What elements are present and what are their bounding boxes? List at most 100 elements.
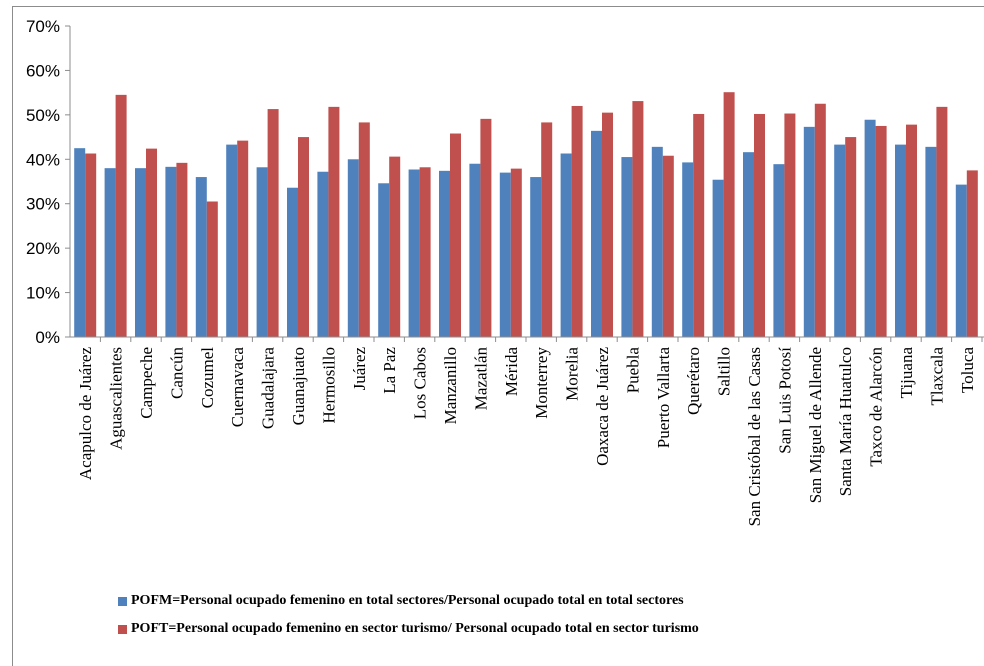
x-tick-label: Hermosillo <box>319 347 338 424</box>
x-tick-label: Puerto Vallarta <box>654 347 673 449</box>
bar-pofm <box>408 169 420 337</box>
legend-item-poft: POFT=Personal ocupado femenino en sector… <box>118 621 699 637</box>
y-tick-label: 10% <box>26 284 60 303</box>
bar-poft <box>85 153 97 337</box>
x-tick-label: Monterrey <box>532 347 551 419</box>
x-tick-label: San Luis Potosí <box>775 347 794 454</box>
x-tick-label: Manzanillo <box>441 347 460 424</box>
bar-pofm <box>195 177 207 337</box>
x-tick-label: Juárez <box>350 347 369 391</box>
bar-poft <box>389 156 401 337</box>
bar-pofm <box>287 187 298 337</box>
x-tick-label: Puebla <box>623 347 642 394</box>
bar-pofm <box>226 144 238 337</box>
bar-pofm <box>469 163 481 337</box>
x-tick-label: Mérida <box>502 347 521 397</box>
bar-poft <box>176 162 188 337</box>
bar-poft <box>510 168 522 337</box>
x-tick-label: Toluca <box>958 347 977 393</box>
x-tick-label: Cancún <box>167 347 186 399</box>
bar-poft <box>966 170 978 337</box>
bar-pofm <box>864 119 876 338</box>
bar-pofm <box>74 148 86 337</box>
x-tick-label: Tlaxcala <box>927 347 946 406</box>
bar-poft <box>267 109 279 337</box>
bar-poft <box>845 137 857 337</box>
bar-pofm <box>925 146 937 337</box>
bar-pofm <box>499 172 511 337</box>
bar-poft <box>693 113 705 337</box>
x-tick-label: San Miguel de Allende <box>806 347 825 503</box>
bar-pofm <box>803 126 815 337</box>
bar-poft <box>206 201 218 337</box>
x-tick-label: La Paz <box>380 347 399 394</box>
x-tick-label: Campeche <box>137 347 156 419</box>
legend-swatch-pofm <box>118 596 127 606</box>
x-tick-label: Oaxaca de Juárez <box>593 347 612 466</box>
x-tick-label: Guanajuato <box>289 347 308 425</box>
bar-poft <box>632 101 644 337</box>
bar-pofm <box>895 144 906 337</box>
bar-poft <box>571 105 583 337</box>
bar-pofm <box>591 130 602 337</box>
x-tick-label: Taxco de Alarcón <box>867 347 886 467</box>
chart-frame <box>12 6 984 666</box>
y-tick-label: 50% <box>26 106 60 125</box>
bar-pofm <box>530 177 542 337</box>
bar-pofm <box>165 166 177 337</box>
x-tick-label: Tijuana <box>897 347 916 399</box>
x-tick-label: San Cristóbal de las Casas <box>745 347 764 526</box>
legend-item-pofm: POFM=Personal ocupado femenino en total … <box>118 593 684 609</box>
bar-poft <box>784 113 796 338</box>
bar-poft <box>602 112 613 337</box>
x-tick-label: Aguascalientes <box>107 347 126 450</box>
x-tick-label: Acapulco de Juárez <box>76 347 95 481</box>
x-tick-label: Cozumel <box>198 347 217 409</box>
bar-pofm <box>682 162 694 337</box>
x-tick-label: Los Cabos <box>411 347 430 419</box>
x-tick-label: Querétaro <box>684 347 703 415</box>
x-tick-label: Morelia <box>563 347 582 401</box>
bar-poft <box>298 137 309 337</box>
bar-poft <box>115 94 127 337</box>
x-axis: Acapulco de Juárez Aguascalientes Campeche… <box>70 336 984 526</box>
y-tick-label: 70% <box>26 17 60 36</box>
x-tick-label: Saltillo <box>715 347 734 396</box>
bar-poft <box>237 140 249 337</box>
bar-poft <box>754 113 765 337</box>
legend-label-poft: POFT=Personal ocupado femenino en sector… <box>131 621 699 636</box>
bar-poft <box>875 125 887 338</box>
y-tick-label: 0% <box>35 328 60 347</box>
bar-poft <box>358 122 370 337</box>
y-axis: 0% 10% 20% 30% 40% 50% 60% 70% <box>26 17 71 347</box>
bar-pofm <box>378 183 390 337</box>
bar-poft <box>906 124 917 337</box>
y-tick-label: 60% <box>26 61 60 80</box>
bar-poft <box>450 133 461 337</box>
bar-pofm <box>743 152 754 337</box>
bar-pofm <box>439 170 450 337</box>
bars <box>74 92 978 338</box>
y-tick-label: 40% <box>26 150 60 169</box>
bar-pofm <box>712 179 724 337</box>
legend-label-pofm: POFM=Personal ocupado femenino en total … <box>131 593 684 608</box>
bar-poft <box>814 103 826 337</box>
x-tick-label: Santa María Huatulco <box>836 347 855 496</box>
x-tick-label: Mazatlán <box>471 347 490 411</box>
bar-pofm <box>955 184 967 337</box>
bar-poft <box>723 92 735 337</box>
x-tick-label: Cuernavaca <box>228 347 247 428</box>
bar-poft <box>541 122 553 337</box>
bar-poft <box>480 118 492 337</box>
bar-pofm <box>560 153 572 337</box>
bar-poft <box>662 155 674 337</box>
bar-pofm <box>347 159 359 337</box>
bar-pofm <box>104 168 116 337</box>
y-tick-label: 30% <box>26 195 60 214</box>
bar-pofm <box>621 157 633 337</box>
bar-chart: 0% 10% 20% 30% 40% 50% 60% 70% Acapulco de Juár… <box>26 17 984 526</box>
legend-swatch-poft <box>118 624 127 634</box>
bar-poft <box>146 148 157 337</box>
bar-poft <box>328 106 340 337</box>
bar-pofm <box>135 168 146 337</box>
